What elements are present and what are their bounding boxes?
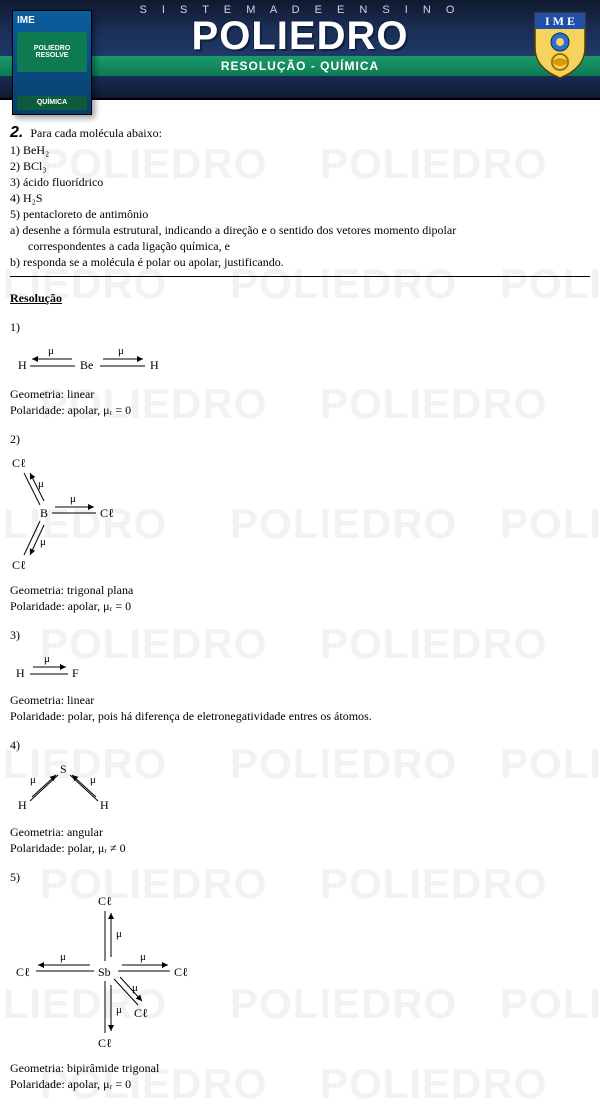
q-item-4: 4) H₂S	[10, 191, 590, 206]
svg-text:B: B	[40, 506, 48, 520]
svg-text:μ: μ	[116, 928, 122, 940]
answer-5-geom: Geometria: bipirâmide trigonal	[10, 1061, 590, 1076]
svg-text:H: H	[16, 666, 25, 680]
svg-text:Cℓ: Cℓ	[134, 1006, 148, 1020]
svg-text:Sb: Sb	[98, 965, 111, 979]
question-prompt: Para cada molécula abaixo:	[30, 126, 162, 140]
svg-text:H: H	[18, 798, 27, 812]
svg-text:μ: μ	[44, 653, 50, 665]
svg-text:Cℓ: Cℓ	[16, 965, 30, 979]
answer-2: 2) B Cℓ μ Cℓ μ	[10, 432, 590, 614]
q-item-5: 5) pentacloreto de antimônio	[10, 207, 590, 222]
question-number: 2.	[10, 124, 23, 142]
q-item-1: 1) BeH₂	[10, 143, 590, 158]
svg-text:Be: Be	[80, 358, 93, 372]
answer-1-num: 1)	[10, 320, 590, 335]
svg-text:μ: μ	[70, 493, 76, 505]
answer-1-geom: Geometria: linear	[10, 387, 590, 402]
book-thumbnail: IME POLIEDRO RESOLVE QUÍMICA	[12, 10, 92, 110]
answer-4-pol: Polaridade: polar, μᵣ ≠ 0	[10, 841, 590, 856]
answer-4-num: 4)	[10, 738, 590, 753]
svg-text:μ: μ	[116, 1004, 122, 1016]
svg-text:Cℓ: Cℓ	[12, 456, 26, 470]
book-mid2: RESOLVE	[36, 52, 69, 59]
shield-badge: I M E	[530, 8, 590, 80]
answer-2-geom: Geometria: trigonal plana	[10, 583, 590, 598]
answer-1-pol: Polaridade: apolar, μᵣ = 0	[10, 403, 590, 418]
answer-2-pol: Polaridade: apolar, μᵣ = 0	[10, 599, 590, 614]
svg-text:Cℓ: Cℓ	[98, 1036, 112, 1050]
answer-3: 3) H μ F Geometria: linear Polaridade: p…	[10, 628, 590, 724]
q-item-2: 2) BCl₃	[10, 159, 590, 174]
svg-text:Cℓ: Cℓ	[174, 965, 188, 979]
svg-text:H: H	[150, 358, 159, 372]
resolution-heading: Resolução	[10, 291, 590, 306]
answer-3-pol: Polaridade: polar, pois há diferença de …	[10, 709, 590, 724]
diagram-sbcl5: Sb Cℓ μ Cℓ μ Cℓ μ Cℓ μ	[10, 891, 590, 1055]
svg-text:μ: μ	[140, 951, 146, 963]
answer-4: 4) S H μ H μ Geome	[10, 738, 590, 856]
svg-text:S: S	[60, 762, 67, 776]
answer-5-pol: Polaridade: apolar, μᵣ = 0	[10, 1077, 590, 1092]
svg-text:μ: μ	[118, 345, 124, 357]
divider	[10, 276, 590, 277]
svg-text:Cℓ: Cℓ	[12, 558, 26, 572]
svg-text:μ: μ	[132, 982, 138, 994]
answer-1: 1) H μ Be μ H Geometria: linear	[10, 320, 590, 418]
diagram-hf: H μ F	[10, 649, 590, 687]
svg-text:μ: μ	[90, 774, 96, 786]
q-item-3: 3) ácido fluorídrico	[10, 175, 590, 190]
diagram-beh2: H μ Be μ H	[10, 341, 590, 381]
diagram-h2s: S H μ H μ	[10, 759, 590, 819]
question-line: 2. Para cada molécula abaixo:	[10, 124, 590, 142]
svg-text:Cℓ: Cℓ	[100, 506, 114, 520]
diagram-bcl3: B Cℓ μ Cℓ μ Cℓ μ	[10, 453, 590, 577]
q-letter-b: b) responda se a molécula é polar ou apo…	[10, 255, 590, 270]
answer-5-num: 5)	[10, 870, 590, 885]
svg-text:Cℓ: Cℓ	[98, 894, 112, 908]
svg-text:H: H	[100, 798, 109, 812]
answer-5: 5) Sb Cℓ μ Cℓ μ	[10, 870, 590, 1092]
q-letter-a-line2: correspondentes a cada ligação química, …	[10, 239, 590, 254]
svg-text:μ: μ	[60, 951, 66, 963]
q-letter-a-line1: a) desenhe a fórmula estrutural, indican…	[10, 223, 590, 238]
content-area: 2. Para cada molécula abaixo: 1) BeH₂ 2)…	[0, 100, 600, 1116]
svg-text:μ: μ	[38, 478, 44, 490]
answer-3-geom: Geometria: linear	[10, 693, 590, 708]
book-mid1: POLIEDRO	[34, 45, 71, 52]
answer-3-num: 3)	[10, 628, 590, 643]
answer-4-geom: Geometria: angular	[10, 825, 590, 840]
answer-2-num: 2)	[10, 432, 590, 447]
svg-text:H: H	[18, 358, 27, 372]
svg-text:μ: μ	[40, 536, 46, 548]
shield-tag: I M E	[545, 14, 575, 28]
book-tag: IME	[17, 15, 87, 26]
svg-text:μ: μ	[48, 345, 54, 357]
svg-text:μ: μ	[30, 774, 36, 786]
page-header: IME POLIEDRO RESOLVE QUÍMICA S I S T E M…	[0, 0, 600, 100]
svg-text:F: F	[72, 666, 79, 680]
